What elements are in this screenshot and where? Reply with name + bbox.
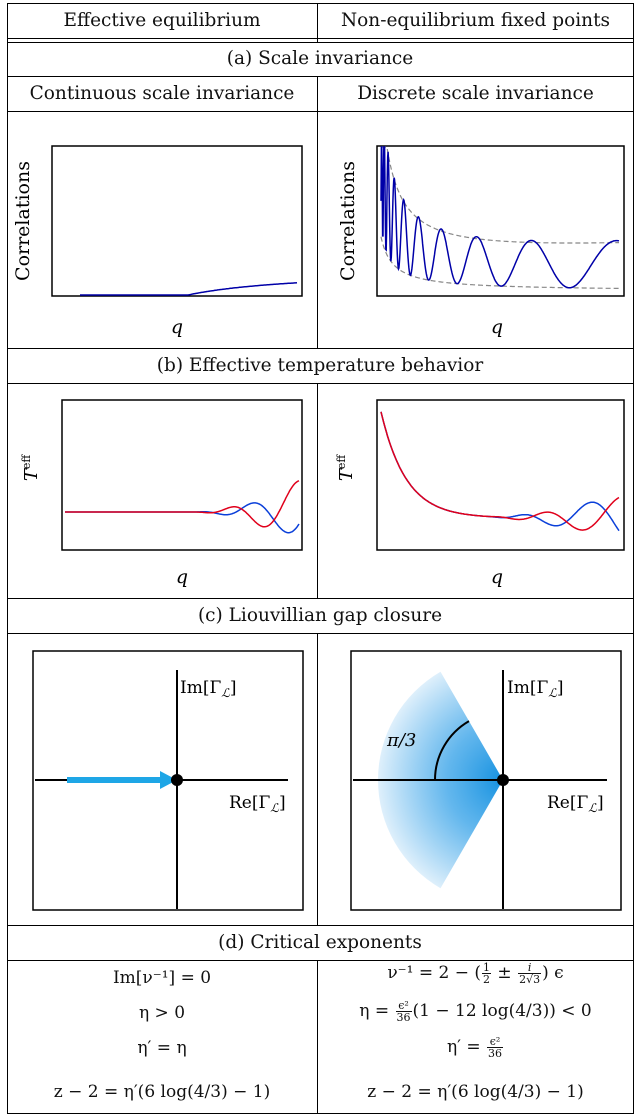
red-curve bbox=[380, 411, 620, 531]
panel-frame bbox=[350, 650, 622, 911]
log-periodic-curve bbox=[380, 146, 620, 289]
plot-frame bbox=[376, 145, 625, 297]
exponent-row: η′ = η bbox=[137, 1038, 187, 1058]
exponent-row-eta: η = ϵ² 36 (1 − 12 log(4/3)) < 0 bbox=[359, 999, 592, 1024]
re-axis-label: Re[Γℒ] bbox=[229, 793, 286, 815]
exponent-row-z: z − 2 = η′(6 log(4/3) − 1) bbox=[367, 1082, 584, 1102]
effective-temperature-left: Teff q bbox=[20, 399, 303, 588]
section-a-plots: Correlations q Correlations q bbox=[12, 145, 625, 338]
rule-d-title bbox=[7, 960, 634, 961]
gap-closure-left: Im[Γℒ] Re[Γℒ] bbox=[32, 650, 304, 911]
y-axis-label: Correlations bbox=[12, 161, 34, 281]
angle-label: π/3 bbox=[386, 730, 416, 751]
x-axis-label: q bbox=[176, 566, 188, 588]
header-right: Non-equilibrium fixed points bbox=[340, 10, 611, 31]
section-c-title: (c) Liouvillian gap closure bbox=[197, 605, 443, 626]
y-axis-label: Teff bbox=[20, 454, 42, 482]
continuous-scale-plot: Correlations q bbox=[12, 145, 303, 338]
section-b-divider bbox=[317, 383, 318, 599]
table-left-border bbox=[7, 3, 8, 1114]
blue-curve bbox=[65, 502, 300, 534]
rule-a-subtitles bbox=[7, 111, 634, 112]
origin-point bbox=[171, 774, 183, 786]
section-d-divider bbox=[317, 960, 318, 1114]
rule-c-title bbox=[7, 633, 634, 634]
upper-envelope bbox=[381, 146, 619, 244]
y-axis-label: Correlations bbox=[337, 161, 359, 281]
im-axis-label: Im[Γℒ] bbox=[507, 678, 564, 700]
section-c-plots: Im[Γℒ] Re[Γℒ] π/3 Im[Γℒ] Re[Γℒ] bbox=[32, 650, 622, 911]
lower-envelope bbox=[380, 236, 619, 289]
plot-frame bbox=[376, 399, 625, 551]
header-rule-1 bbox=[7, 38, 634, 39]
power-law-curve bbox=[80, 282, 298, 296]
table-top-rule bbox=[7, 3, 634, 4]
table-right-border bbox=[633, 3, 634, 1114]
red-curve bbox=[65, 480, 300, 528]
plot-frame bbox=[51, 145, 303, 297]
header-left: Effective equilibrium bbox=[63, 10, 261, 31]
table-bottom-rule bbox=[7, 1113, 634, 1114]
rule-b-bottom bbox=[7, 598, 634, 599]
effective-temperature-right: Teff q bbox=[335, 399, 625, 588]
re-axis-label: Re[Γℒ] bbox=[547, 793, 604, 815]
header-divider bbox=[317, 3, 318, 43]
im-axis-label: Im[Γℒ] bbox=[180, 678, 237, 700]
section-b-title: (b) Effective temperature behavior bbox=[156, 355, 484, 376]
arrow-head bbox=[160, 771, 177, 789]
exponent-row: z − 2 = η′(6 log(4/3) − 1) bbox=[53, 1082, 271, 1102]
rule-a-title bbox=[7, 76, 634, 77]
section-d-title: (d) Critical exponents bbox=[218, 932, 422, 953]
section-b-plots: Teff q Teff q bbox=[20, 399, 625, 588]
x-axis-label: q bbox=[491, 566, 503, 588]
exponent-row: η > 0 bbox=[138, 1003, 186, 1023]
comparison-table: Effective equilibrium Non-equilibrium fi… bbox=[7, 3, 634, 1114]
plot-frame bbox=[61, 399, 303, 551]
exponent-row: Im[ν⁻¹] = 0 bbox=[112, 968, 212, 988]
rule-b-title bbox=[7, 383, 634, 384]
exponent-row-eta-prime: η′ = ϵ² 36 bbox=[446, 1035, 504, 1060]
section-a-title: (a) Scale invariance bbox=[226, 48, 414, 69]
exponent-row-nu: ν⁻¹ = 2 − (1 2 ± i 2√3) ϵ bbox=[387, 961, 564, 986]
discrete-scale-plot: Correlations q bbox=[337, 145, 625, 338]
panel-frame bbox=[32, 650, 304, 911]
rule-a-bottom bbox=[7, 348, 634, 349]
section-a-divider bbox=[317, 76, 318, 349]
section-c-divider bbox=[317, 633, 318, 926]
gap-closure-right: π/3 Im[Γℒ] Re[Γℒ] bbox=[350, 650, 622, 911]
angle-arc bbox=[434, 720, 470, 781]
rule-c-bottom bbox=[7, 925, 634, 926]
header-rule-2 bbox=[7, 42, 634, 43]
x-axis-label: q bbox=[171, 316, 183, 338]
section-a-right-subtitle: Discrete scale invariance bbox=[357, 83, 594, 104]
blue-curve bbox=[380, 411, 620, 532]
x-axis-label: q bbox=[491, 316, 503, 338]
section-a-left-subtitle: Continuous scale invariance bbox=[29, 83, 295, 104]
origin-point bbox=[497, 774, 509, 786]
y-axis-label: Teff bbox=[335, 454, 357, 482]
